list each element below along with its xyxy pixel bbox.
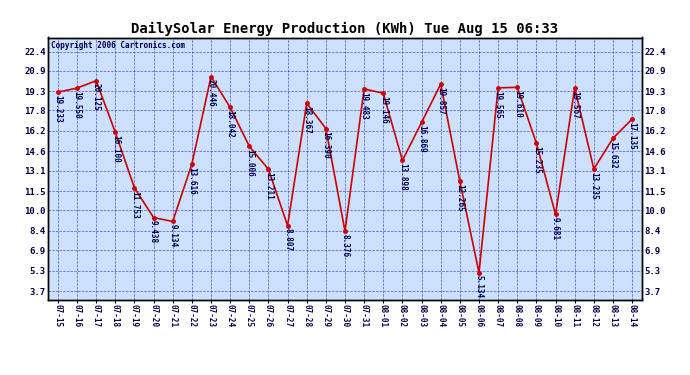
Text: Copyright 2006 Cartronics.com: Copyright 2006 Cartronics.com — [51, 42, 186, 51]
Text: 19.857: 19.857 — [436, 87, 445, 115]
Text: 9.681: 9.681 — [551, 217, 560, 240]
Text: 19.233: 19.233 — [53, 95, 62, 123]
Text: 20.125: 20.125 — [92, 84, 101, 111]
Text: 13.616: 13.616 — [188, 167, 197, 195]
Text: 19.610: 19.610 — [513, 90, 522, 118]
Text: 8.376: 8.376 — [340, 234, 350, 257]
Text: 9.438: 9.438 — [149, 220, 158, 243]
Text: 12.265: 12.265 — [455, 184, 464, 212]
Text: 19.483: 19.483 — [359, 92, 368, 120]
Text: 5.134: 5.134 — [475, 276, 484, 298]
Text: 19.565: 19.565 — [493, 91, 502, 118]
Text: 15.632: 15.632 — [609, 141, 618, 169]
Text: 18.042: 18.042 — [226, 110, 235, 138]
Text: 18.367: 18.367 — [302, 106, 311, 134]
Text: 20.446: 20.446 — [206, 80, 215, 107]
Text: 19.567: 19.567 — [570, 91, 579, 118]
Text: 16.869: 16.869 — [417, 125, 426, 153]
Text: 19.146: 19.146 — [379, 96, 388, 124]
Text: 8.807: 8.807 — [283, 228, 292, 252]
Text: 13.235: 13.235 — [589, 172, 598, 200]
Text: 16.390: 16.390 — [322, 131, 331, 159]
Text: 16.100: 16.100 — [111, 135, 120, 163]
Title: DailySolar Energy Production (KWh) Tue Aug 15 06:33: DailySolar Energy Production (KWh) Tue A… — [131, 22, 559, 36]
Text: 13.211: 13.211 — [264, 172, 273, 200]
Text: 17.135: 17.135 — [628, 122, 637, 150]
Text: 9.134: 9.134 — [168, 224, 177, 248]
Text: 19.550: 19.550 — [72, 91, 81, 118]
Text: 15.235: 15.235 — [532, 146, 541, 174]
Text: 11.753: 11.753 — [130, 191, 139, 219]
Text: 15.006: 15.006 — [245, 149, 254, 177]
Text: 13.898: 13.898 — [398, 163, 407, 191]
